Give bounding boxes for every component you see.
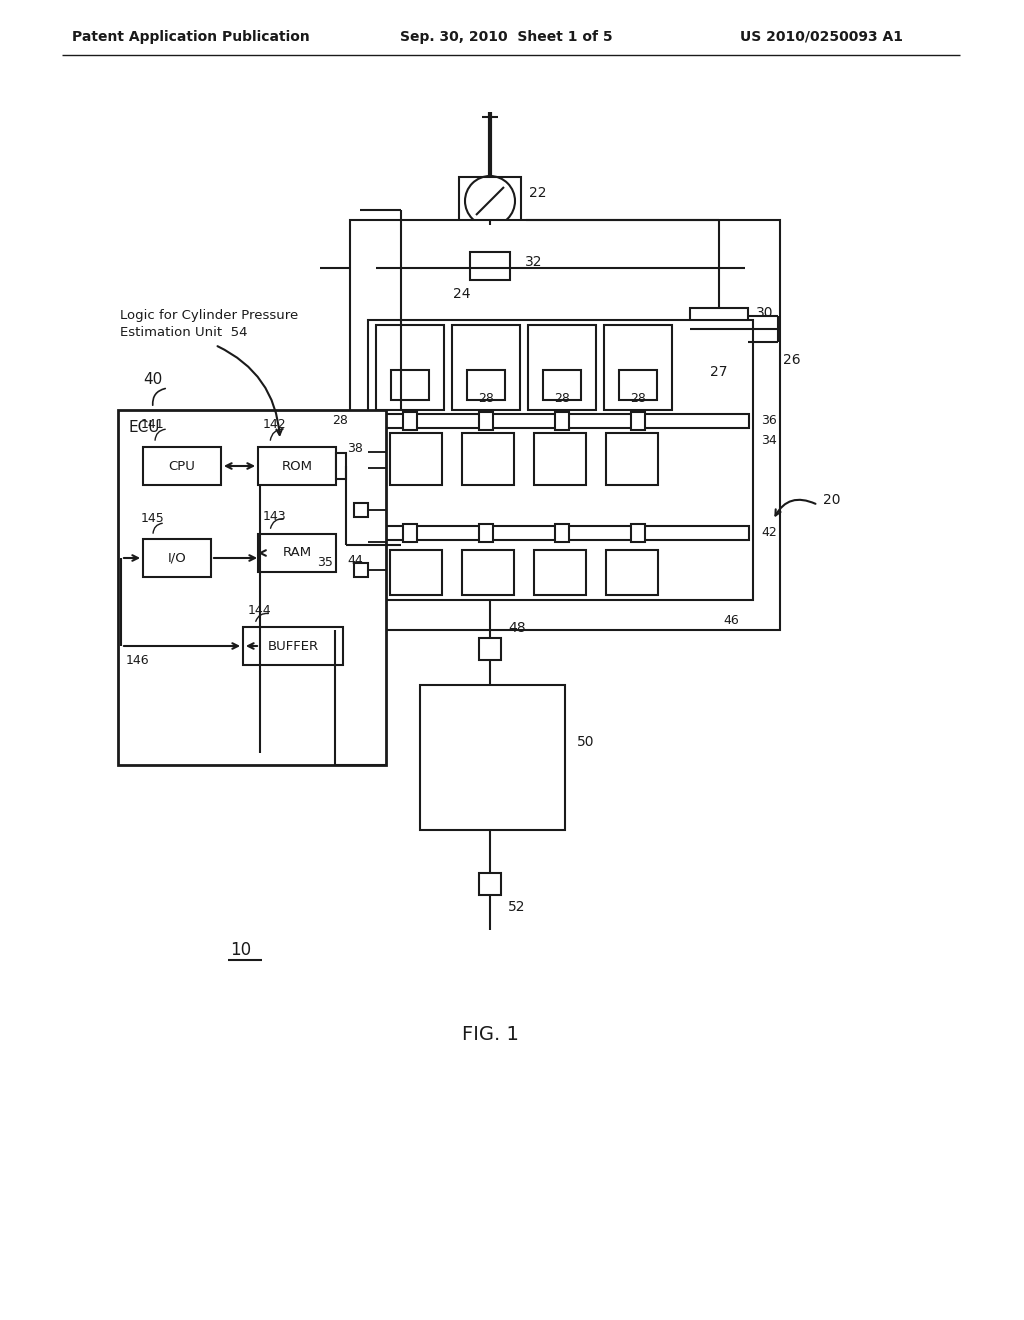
Text: FIG. 1: FIG. 1: [462, 1026, 518, 1044]
Text: Estimation Unit  54: Estimation Unit 54: [120, 326, 248, 338]
Bar: [258, 535, 336, 572]
Text: 46: 46: [723, 614, 738, 627]
Bar: [606, 550, 658, 595]
Bar: [479, 524, 493, 543]
Text: 40: 40: [143, 372, 162, 388]
Bar: [543, 370, 581, 400]
Text: 36: 36: [761, 414, 777, 428]
Bar: [467, 370, 505, 400]
Text: CPU: CPU: [169, 459, 196, 473]
Bar: [391, 370, 429, 400]
Text: 22: 22: [529, 186, 547, 201]
Bar: [690, 308, 748, 350]
Text: 28: 28: [554, 392, 570, 404]
Text: 10: 10: [230, 941, 251, 960]
Text: Sep. 30, 2010  Sheet 1 of 5: Sep. 30, 2010 Sheet 1 of 5: [400, 30, 612, 44]
Bar: [354, 564, 368, 577]
Text: BUFFER: BUFFER: [267, 639, 318, 652]
Bar: [534, 433, 586, 484]
Bar: [479, 638, 501, 660]
Text: 144: 144: [248, 605, 271, 618]
Bar: [350, 220, 780, 630]
Text: 30: 30: [756, 306, 773, 319]
Bar: [462, 433, 514, 484]
Bar: [258, 447, 336, 484]
Bar: [470, 252, 510, 280]
Text: 32: 32: [525, 255, 543, 269]
Bar: [631, 524, 645, 543]
Bar: [118, 411, 386, 766]
Text: 28: 28: [630, 392, 646, 404]
Bar: [534, 550, 586, 595]
Text: 28: 28: [332, 414, 348, 428]
Bar: [403, 412, 417, 430]
Bar: [604, 325, 672, 411]
Bar: [459, 177, 521, 224]
Bar: [368, 319, 753, 601]
Text: 52: 52: [508, 900, 525, 913]
Text: 24: 24: [454, 286, 471, 301]
Text: 145: 145: [141, 512, 165, 525]
Bar: [390, 433, 442, 484]
Text: 42: 42: [761, 527, 777, 540]
Text: 142: 142: [263, 418, 287, 432]
Text: 143: 143: [263, 510, 287, 523]
Bar: [555, 524, 569, 543]
Bar: [403, 524, 417, 543]
Bar: [452, 325, 520, 411]
Text: ROM: ROM: [282, 459, 312, 473]
Text: 28: 28: [478, 392, 494, 404]
Text: Logic for Cylinder Pressure: Logic for Cylinder Pressure: [120, 309, 298, 322]
Text: Patent Application Publication: Patent Application Publication: [72, 30, 309, 44]
Bar: [618, 370, 657, 400]
Bar: [420, 685, 565, 830]
Bar: [479, 412, 493, 430]
Text: 38: 38: [347, 441, 362, 454]
Bar: [528, 325, 596, 411]
Bar: [243, 627, 343, 665]
Bar: [631, 412, 645, 430]
Text: 44: 44: [347, 553, 362, 566]
Text: 26: 26: [783, 352, 801, 367]
Text: I/O: I/O: [168, 552, 186, 565]
Text: 34: 34: [761, 433, 777, 446]
Bar: [462, 550, 514, 595]
Text: 141: 141: [141, 418, 165, 432]
Text: 50: 50: [577, 735, 595, 750]
Bar: [376, 325, 444, 411]
Bar: [479, 873, 501, 895]
Bar: [555, 412, 569, 430]
Bar: [336, 453, 346, 479]
Text: 48: 48: [508, 620, 525, 635]
Bar: [143, 539, 211, 577]
Text: RAM: RAM: [283, 546, 311, 560]
Bar: [372, 414, 749, 428]
Text: ECU: ECU: [128, 421, 160, 436]
Text: 20: 20: [823, 492, 841, 507]
Text: 35: 35: [317, 556, 333, 569]
Bar: [372, 525, 749, 540]
Bar: [390, 550, 442, 595]
Bar: [143, 447, 221, 484]
Text: US 2010/0250093 A1: US 2010/0250093 A1: [740, 30, 903, 44]
Text: 146: 146: [126, 653, 150, 667]
Bar: [354, 503, 368, 517]
Bar: [606, 433, 658, 484]
Text: 27: 27: [711, 366, 728, 379]
